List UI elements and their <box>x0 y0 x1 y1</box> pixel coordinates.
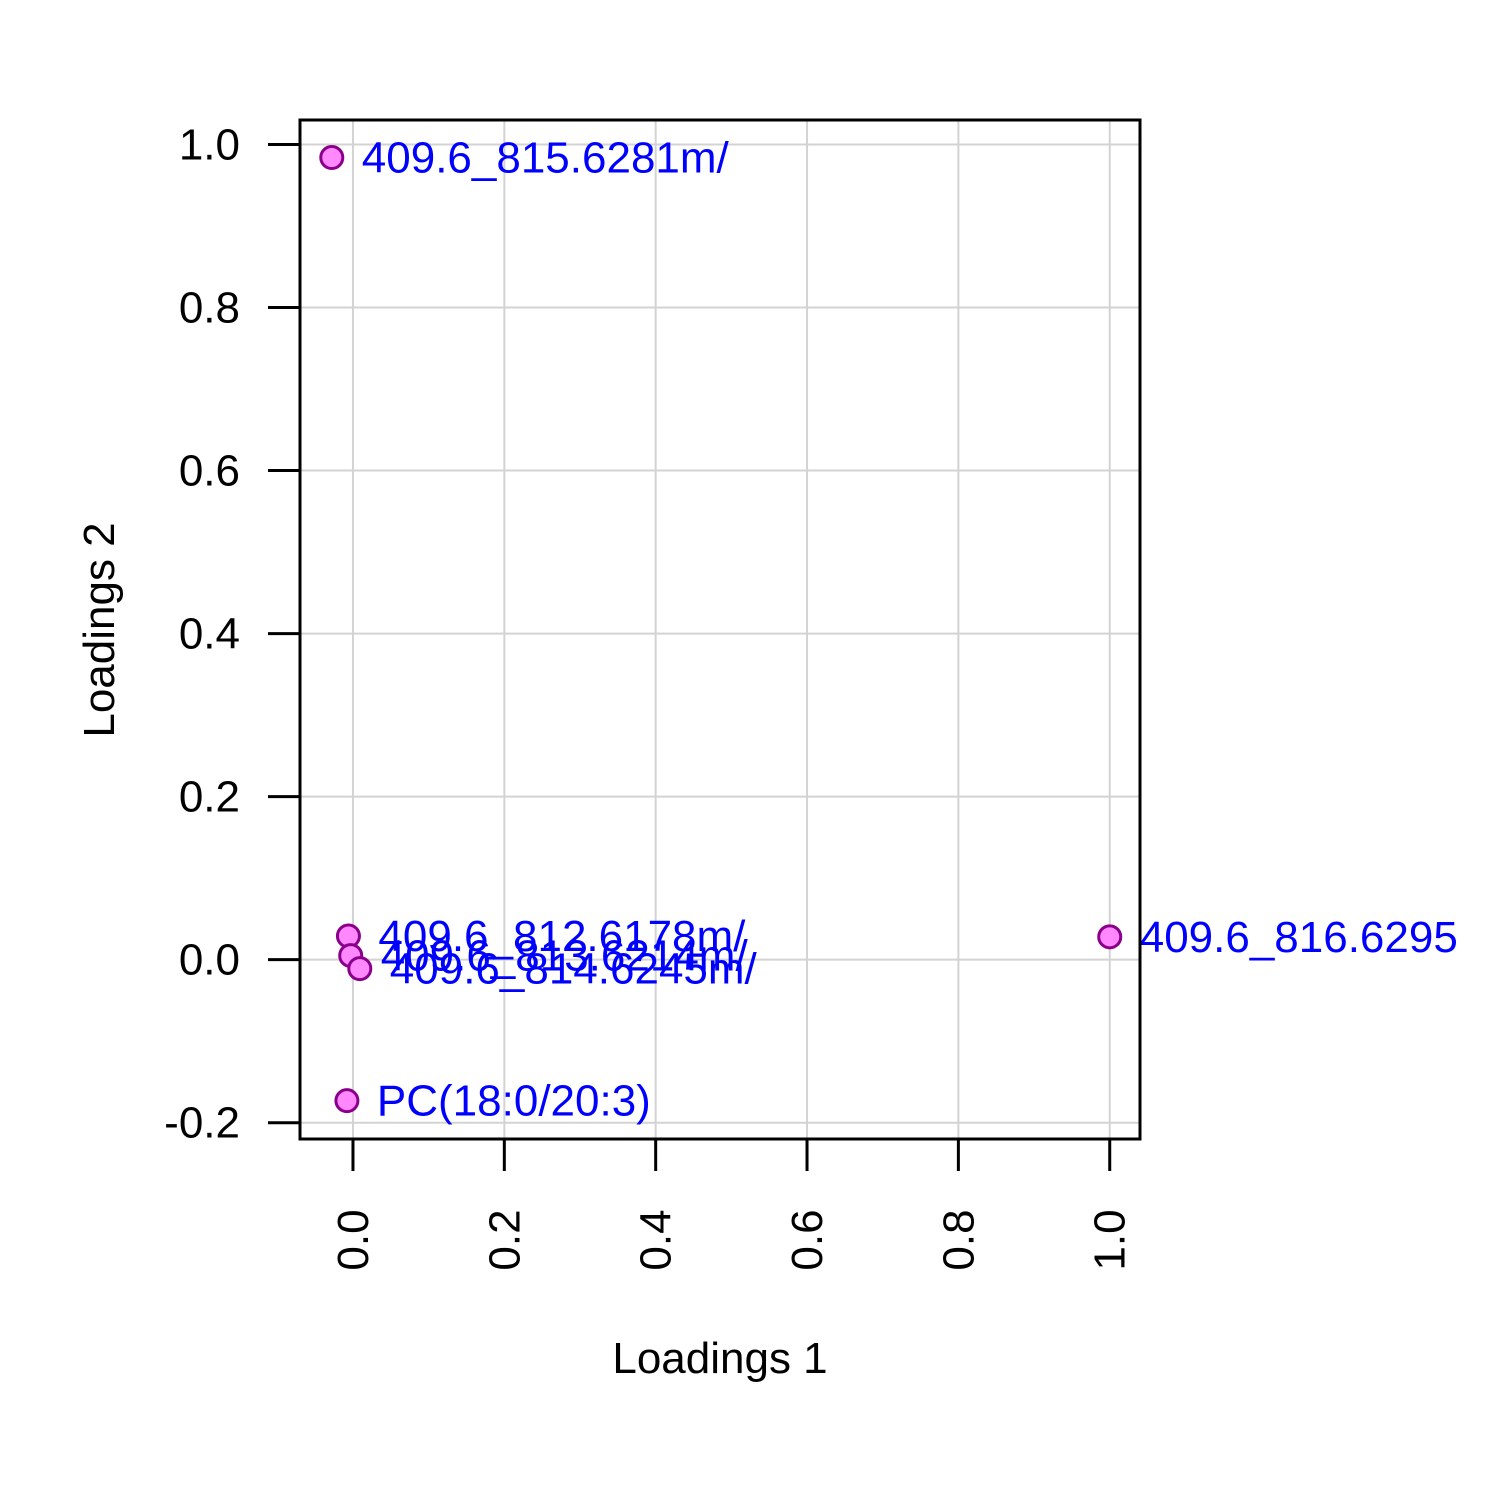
data-point-label: 409.6_815.6281m/ <box>362 133 730 182</box>
y-tick-label: -0.2 <box>164 1099 240 1148</box>
x-axis-title: Loadings 1 <box>612 1334 827 1383</box>
axes: 0.0 0.2 0.4 0.6 0.8 1.0 -0.2 0.0 0.2 0.4 0.6 0.8 1.0 <box>164 120 1135 1270</box>
data-point <box>319 144 345 170</box>
x-tick-label: 0.0 <box>329 1209 378 1270</box>
x-tick-label: 0.6 <box>783 1209 832 1270</box>
y-tick-label: 0.4 <box>179 610 240 659</box>
plot-frame <box>298 118 1142 1141</box>
data-point-label: 409.6_816.6295 <box>1140 913 1458 962</box>
x-tick-label: 0.2 <box>480 1209 529 1270</box>
y-tick-label: 0.6 <box>179 447 240 496</box>
data-point-label: PC(18:0/20:3) <box>377 1077 651 1126</box>
grid-lines <box>300 120 1140 1139</box>
data-point-label: 409.6_812.6178m/ <box>378 912 746 961</box>
x-tick-label: 0.8 <box>934 1209 983 1270</box>
y-axis-title: Loadings 2 <box>75 522 124 737</box>
x-tick-label: 0.4 <box>632 1209 681 1270</box>
data-point <box>1097 924 1123 950</box>
data-point <box>347 956 373 982</box>
data-points <box>319 144 1123 1114</box>
y-tick-label: 0.8 <box>179 283 240 332</box>
data-point <box>334 1088 360 1114</box>
point-labels: 409.6_815.6281m/409.6_812.6178m/409.6_81… <box>362 133 1458 1125</box>
y-tick-label: 0.0 <box>179 936 240 985</box>
y-tick-label: 0.2 <box>179 773 240 822</box>
data-point-label: 409.6_814.6245m/ <box>390 945 758 994</box>
x-tick-label: 1.0 <box>1086 1209 1135 1270</box>
data-point-label: 409.6_813.6214m/ <box>381 932 749 981</box>
y-tick-label: 1.0 <box>179 120 240 169</box>
